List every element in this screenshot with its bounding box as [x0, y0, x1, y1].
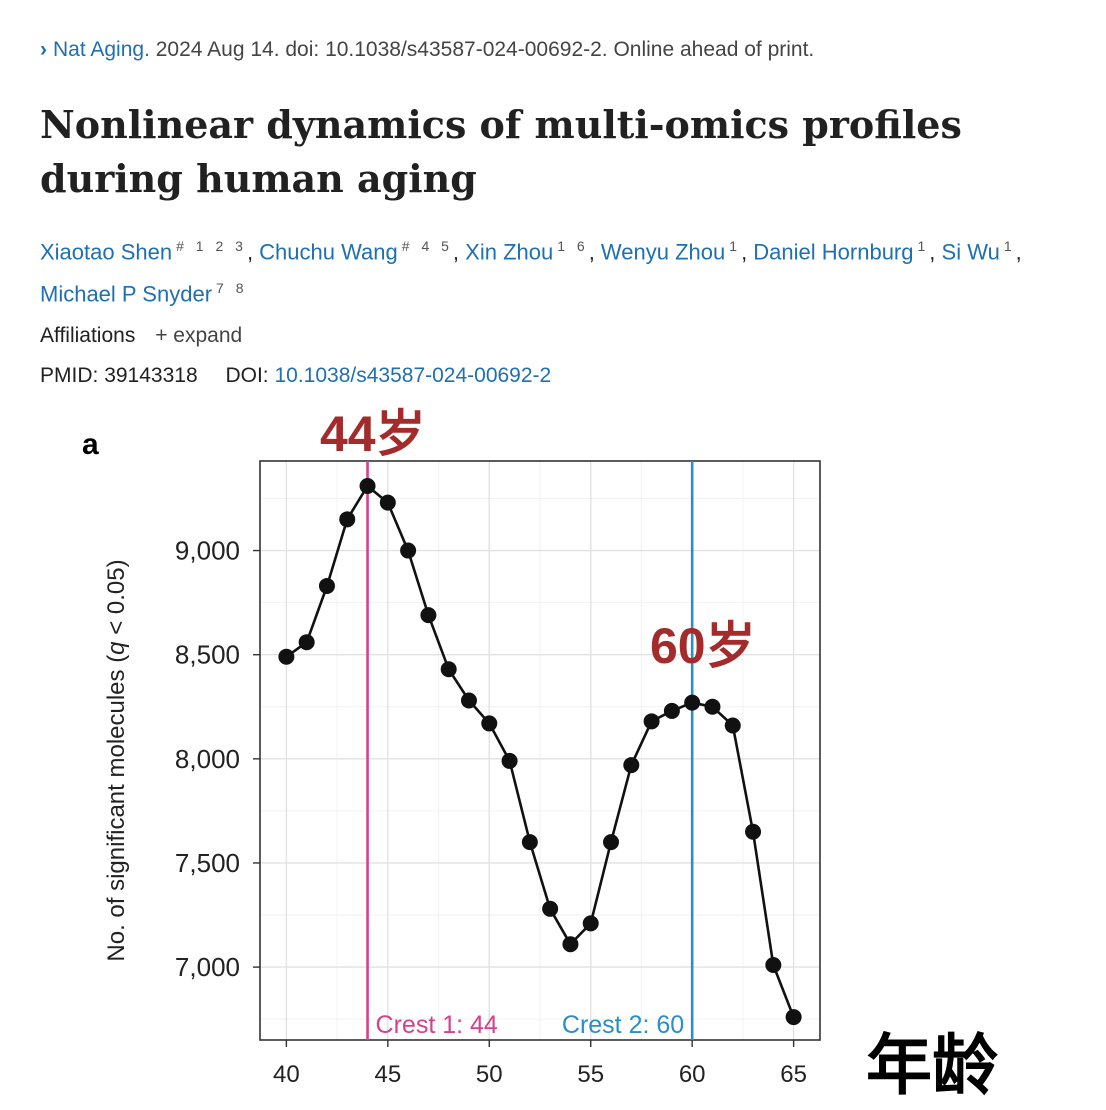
journal-link[interactable]: Nat Aging.: [53, 38, 150, 61]
crest-label: Crest 1: 44: [376, 1011, 498, 1039]
y-axis-title: No. of significant molecules (q < 0.05): [103, 559, 130, 961]
data-point: [521, 834, 538, 851]
data-point: [603, 834, 620, 851]
article-title: Nonlinear dynamics of multi-omics profil…: [40, 102, 962, 201]
citation-details: 2024 Aug 14. doi: 10.1038/s43587-024-006…: [155, 38, 815, 61]
x-tick-label: 40: [273, 1061, 300, 1088]
data-point: [278, 648, 295, 665]
data-point: [379, 494, 396, 511]
data-point: [562, 936, 579, 953]
doi-link[interactable]: 10.1038/s43587-024-00692-2: [274, 364, 552, 387]
data-point: [643, 713, 660, 730]
doi-label: DOI:: [225, 364, 269, 387]
author-link[interactable]: Daniel Hornburg: [753, 239, 914, 265]
x-tick-label: 65: [780, 1061, 807, 1088]
author-link[interactable]: Wenyu Zhou: [600, 239, 726, 265]
author-link[interactable]: Xin Zhou: [465, 239, 554, 265]
y-tick-label: 9,000: [175, 536, 240, 566]
data-point: [785, 1009, 802, 1026]
data-point: [298, 634, 315, 651]
crest-label: Crest 2: 60: [562, 1011, 684, 1039]
author-list: Xiaotao Shen # 1 2 3, Chuchu Wang # 4 5, X…: [40, 238, 1022, 307]
data-point: [704, 698, 721, 715]
data-point: [339, 511, 356, 528]
y-tick-label: 7,500: [175, 848, 240, 878]
author-affiliation-refs[interactable]: 1 6: [557, 238, 589, 254]
data-point: [684, 694, 701, 711]
annotation-age-60: 60岁: [650, 618, 756, 674]
data-point: [440, 661, 457, 678]
age-label-chinese: 年龄: [866, 1028, 998, 1102]
author-affiliation-refs[interactable]: 1: [917, 238, 930, 254]
data-point: [623, 757, 640, 774]
data-point: [745, 823, 762, 840]
author-link[interactable]: Si Wu: [941, 239, 1000, 265]
data-point: [460, 692, 477, 709]
y-tick-label: 8,000: [175, 744, 240, 774]
data-point: [481, 715, 498, 732]
data-point: [318, 577, 335, 594]
author-affiliation-refs[interactable]: 7 8: [216, 280, 248, 297]
author-link[interactable]: Xiaotao Shen: [40, 239, 173, 265]
affiliations-row: Affiliations + expand: [40, 324, 242, 348]
data-point: [420, 607, 437, 624]
y-tick-label: 7,000: [175, 952, 240, 982]
x-tick-label: 55: [577, 1061, 604, 1088]
expand-affiliations-button[interactable]: + expand: [155, 324, 243, 347]
data-point: [400, 542, 417, 559]
data-point: [663, 702, 680, 719]
data-point: [359, 477, 376, 494]
author-link[interactable]: Chuchu Wang: [259, 239, 398, 265]
x-tick-label: 45: [374, 1061, 401, 1088]
data-point: [765, 957, 782, 974]
data-point: [501, 752, 518, 769]
citation-line: › Nat Aging. 2024 Aug 14. doi: 10.1038/s4…: [40, 38, 814, 62]
data-point: [542, 900, 559, 917]
author-affiliation-refs[interactable]: 1: [729, 238, 742, 254]
x-tick-label: 60: [679, 1061, 706, 1088]
y-tick-label: 8,500: [175, 640, 240, 670]
pmid-value: 39143318: [104, 364, 198, 387]
panel-letter: a: [82, 428, 99, 461]
affiliations-label: Affiliations: [40, 324, 136, 347]
pmid-label: PMID:: [40, 364, 99, 387]
data-point: [724, 717, 741, 734]
data-point: [582, 915, 599, 932]
plot-frame: [259, 460, 821, 1041]
annotation-age-44: 44岁: [320, 406, 426, 462]
author-affiliation-refs[interactable]: # 4 5: [401, 238, 453, 254]
author-affiliation-refs[interactable]: # 1 2 3: [176, 238, 247, 254]
identifier-row: PMID: 39143318 DOI: 10.1038/s43587-024-0…: [40, 364, 551, 388]
author-link[interactable]: Michael P Snyder: [40, 281, 213, 307]
author-affiliation-refs[interactable]: 1: [1003, 238, 1016, 254]
chevron-right-icon[interactable]: ›: [40, 38, 47, 61]
x-tick-label: 50: [476, 1061, 503, 1088]
